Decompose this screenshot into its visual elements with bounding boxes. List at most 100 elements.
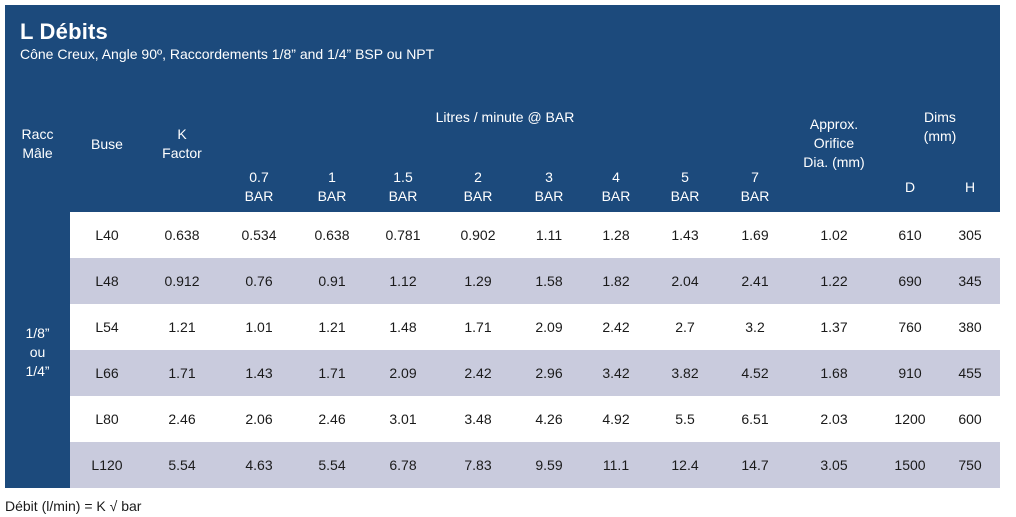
header-litres-group: Litres / minute @ BAR [435, 109, 575, 125]
header-dims-line1: Dims [924, 109, 956, 125]
cell-buse: L120 [91, 457, 123, 473]
cell-lpm-2: 7.83 [464, 457, 492, 473]
cell-lpm-3: 2.09 [535, 319, 563, 335]
cell-dim-h: 750 [958, 457, 982, 473]
cell-lpm-1: 1.71 [318, 365, 346, 381]
cell-lpm-5: 5.5 [675, 411, 695, 427]
cell-dim-d: 690 [898, 273, 922, 289]
cell-k-factor: 1.71 [168, 365, 196, 381]
table-row: L48 0.912 0.76 0.91 1.12 1.29 1.58 1.82 2.04 2.41… [70, 258, 1000, 304]
header-pressure-6: 5 BAR [655, 168, 715, 206]
header-h: H [964, 179, 976, 195]
header-pressure-value: 1.5 [393, 169, 413, 185]
header-pressure-unit: BAR [670, 188, 700, 204]
cell-lpm-3: 2.96 [535, 365, 563, 381]
cell-lpm-7: 2.41 [741, 273, 769, 289]
cell-dim-d: 1200 [894, 411, 926, 427]
cell-lpm-0-7: 0.534 [241, 227, 277, 243]
table-row: L66 1.71 1.43 1.71 2.09 2.42 2.96 3.42 3.82 4.52 1… [70, 350, 1000, 396]
cell-buse: L80 [95, 411, 119, 427]
cell-lpm-5: 3.82 [671, 365, 699, 381]
cell-lpm-2: 0.902 [460, 227, 496, 243]
cell-dim-h: 600 [958, 411, 982, 427]
cell-lpm-2: 2.42 [464, 365, 492, 381]
header-buse: Buse [91, 136, 123, 152]
header-pressure-value: 2 [474, 169, 482, 185]
cell-k-factor: 2.46 [168, 411, 196, 427]
header-d: D [904, 179, 916, 195]
cell-lpm-7: 3.2 [745, 319, 765, 335]
header-pressure-unit: BAR [740, 188, 770, 204]
cell-lpm-7: 1.69 [741, 227, 769, 243]
table-header: L Débits Cône Creux, Angle 90º, Raccorde… [5, 5, 1000, 212]
formula-footnote: Débit (l/min) = K √ bar [5, 498, 142, 514]
cell-lpm-1: 0.91 [318, 273, 346, 289]
header-pressure-unit: BAR [388, 188, 418, 204]
cell-k-factor: 0.638 [164, 227, 200, 243]
cell-lpm-1: 0.638 [314, 227, 350, 243]
header-pressure-4: 3 BAR [519, 168, 579, 206]
cell-orifice-dia: 1.02 [820, 227, 848, 243]
cell-lpm-4: 4.92 [602, 411, 630, 427]
header-k-factor: K Factor [148, 125, 216, 163]
header-racc: Racc Mâle [5, 125, 70, 163]
cell-lpm-1-5: 1.12 [389, 273, 417, 289]
table-row: L80 2.46 2.06 2.46 3.01 3.48 4.26 4.92 5.5 6.51 2.… [70, 396, 1000, 442]
header-pressure-value: 1 [328, 169, 336, 185]
header-pressure-5: 4 BAR [586, 168, 646, 206]
table-row: L40 0.638 0.534 0.638 0.781 0.902 1.11 1.28 1.43… [70, 212, 1000, 258]
cell-lpm-3: 9.59 [535, 457, 563, 473]
header-racc-line2: Mâle [22, 145, 53, 161]
header-pressure-value: 5 [681, 169, 689, 185]
header-pressure-value: 0.7 [249, 169, 269, 185]
racc-value-line2: ou [29, 344, 46, 360]
cell-orifice-dia: 1.68 [820, 365, 848, 381]
header-pressure-value: 3 [545, 169, 553, 185]
cell-lpm-0-7: 1.01 [245, 319, 273, 335]
header-pressure-value: 7 [751, 169, 759, 185]
cell-lpm-3: 1.58 [535, 273, 563, 289]
racc-column: 1/8” ou 1/4” [5, 212, 70, 488]
header-orifice-line1: Approx. [809, 116, 859, 132]
cell-k-factor: 5.54 [168, 457, 196, 473]
page-subtitle: Cône Creux, Angle 90º, Raccordements 1/8… [20, 46, 435, 62]
cell-dim-h: 380 [958, 319, 982, 335]
cell-lpm-4: 1.28 [602, 227, 630, 243]
header-k-line1: K [177, 126, 187, 142]
header-pressure-2: 1.5 BAR [373, 168, 433, 206]
header-dims-line2: (mm) [923, 128, 957, 144]
cell-lpm-5: 2.04 [671, 273, 699, 289]
header-orifice: Approx. Orifice Dia. (mm) [790, 115, 878, 172]
cell-lpm-0-7: 4.63 [245, 457, 273, 473]
cell-orifice-dia: 1.37 [820, 319, 848, 335]
cell-k-factor: 0.912 [164, 273, 200, 289]
cell-lpm-1: 2.46 [318, 411, 346, 427]
cell-lpm-7: 4.52 [741, 365, 769, 381]
cell-lpm-5: 12.4 [671, 457, 699, 473]
cell-lpm-1: 1.21 [318, 319, 346, 335]
cell-buse: L48 [95, 273, 119, 289]
cell-lpm-4: 1.82 [602, 273, 630, 289]
cell-lpm-1: 5.54 [318, 457, 346, 473]
cell-buse: L66 [95, 365, 119, 381]
cell-lpm-2: 1.29 [464, 273, 492, 289]
header-pressure-1: 1 BAR [302, 168, 362, 206]
header-pressure-unit: BAR [463, 188, 493, 204]
header-pressure-unit: BAR [601, 188, 631, 204]
header-pressure-3: 2 BAR [448, 168, 508, 206]
table-row: L120 5.54 4.63 5.54 6.78 7.83 9.59 11.1 12.4 14.7… [70, 442, 1000, 488]
cell-lpm-2: 1.71 [464, 319, 492, 335]
header-k-line2: Factor [162, 145, 202, 161]
cell-lpm-4: 3.42 [602, 365, 630, 381]
cell-dim-h: 455 [958, 365, 982, 381]
cell-lpm-7: 6.51 [741, 411, 769, 427]
header-racc-line1: Racc [21, 126, 54, 142]
cell-dim-d: 610 [898, 227, 922, 243]
header-orifice-line2: Orifice [813, 135, 855, 151]
cell-lpm-5: 2.7 [675, 319, 695, 335]
cell-dim-h: 305 [958, 227, 982, 243]
cell-lpm-1-5: 3.01 [389, 411, 417, 427]
cell-lpm-1-5: 0.781 [385, 227, 421, 243]
header-orifice-line3: Dia. (mm) [803, 154, 865, 170]
cell-dim-d: 1500 [894, 457, 926, 473]
